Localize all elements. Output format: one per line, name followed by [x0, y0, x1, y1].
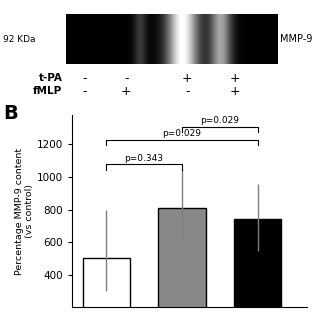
Text: +: + [182, 72, 193, 85]
Bar [83, 258, 130, 320]
Text: +: + [230, 72, 241, 85]
Text: MMP-9: MMP-9 [280, 34, 312, 44]
Text: p=0.029: p=0.029 [163, 129, 202, 138]
Text: +: + [230, 85, 241, 98]
Text: p=0.029: p=0.029 [200, 116, 239, 125]
Text: B: B [3, 104, 18, 123]
Y-axis label: Percentage MMP-9 content
(vs control): Percentage MMP-9 content (vs control) [14, 148, 34, 275]
Text: 92 KDa: 92 KDa [3, 35, 36, 44]
Bar [158, 208, 205, 320]
Text: fMLP: fMLP [33, 86, 62, 96]
Text: -: - [124, 72, 129, 85]
Text: -: - [83, 85, 87, 98]
Text: -: - [185, 85, 189, 98]
Text: p=0.343: p=0.343 [124, 154, 164, 163]
Text: +: + [121, 85, 132, 98]
Text: t-PA: t-PA [38, 73, 62, 84]
Text: -: - [83, 72, 87, 85]
Bar [234, 219, 281, 320]
